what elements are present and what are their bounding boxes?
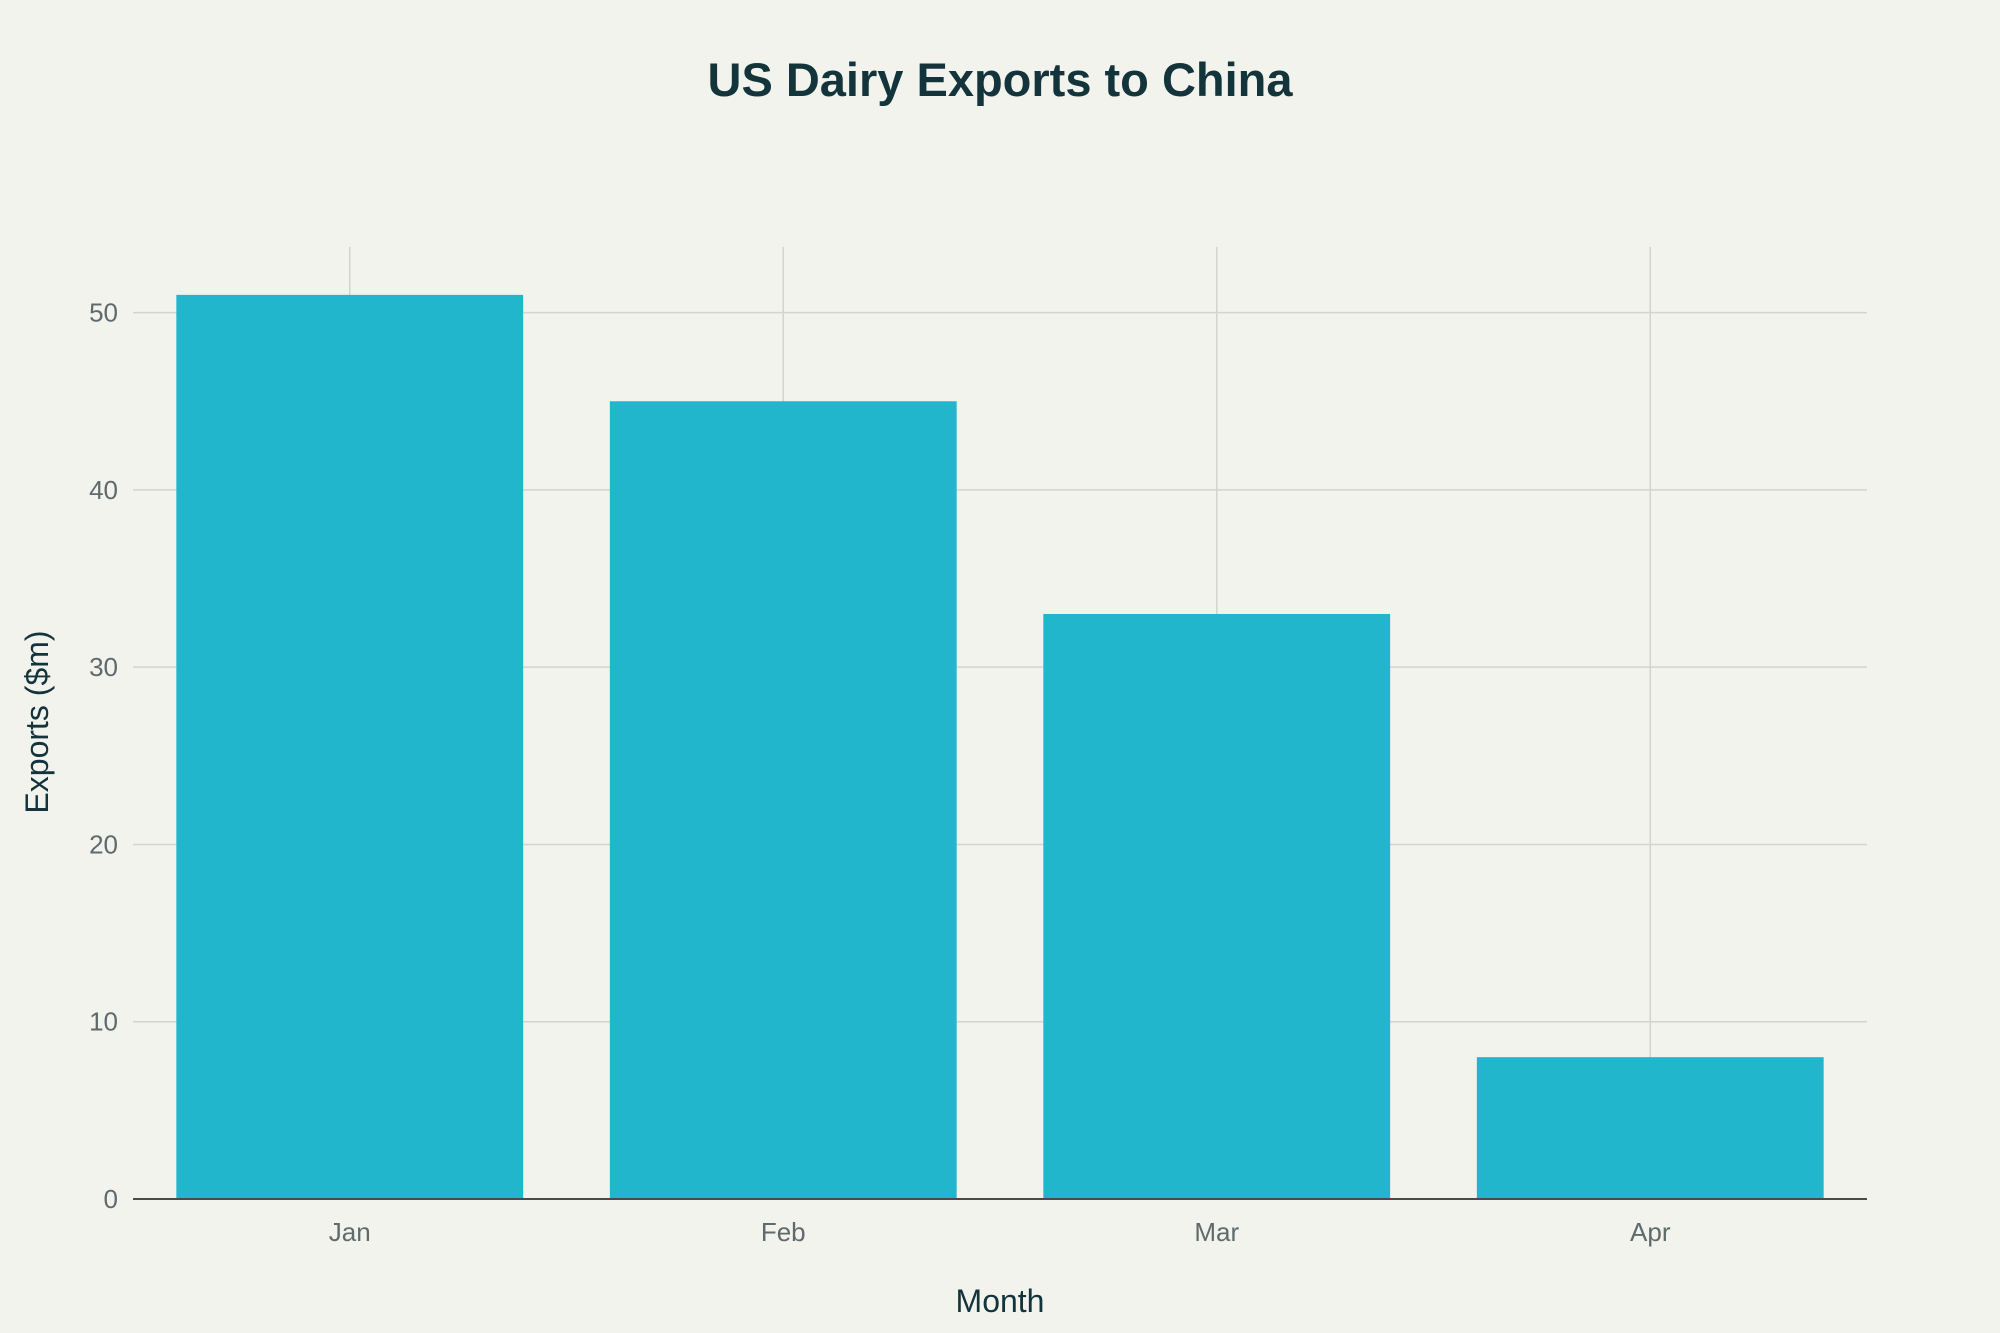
y-tick-label: 30 [89,652,118,682]
bar-apr [1476,1057,1824,1199]
bar-jan [176,294,524,1199]
y-tick-label: 0 [104,1184,118,1214]
y-axis-ticks: 0 10 20 30 40 50 [89,298,118,1214]
x-tick-label: Feb [761,1217,806,1247]
x-axis-ticks: Jan Feb Mar Apr [329,1217,1671,1247]
bar-mar [1043,613,1391,1199]
y-axis-title: Exports ($m) [19,630,55,813]
y-tick-label: 50 [89,298,118,328]
x-tick-label: Mar [1194,1217,1239,1247]
y-tick-label: 10 [89,1007,118,1037]
chart-title: US Dairy Exports to China [708,53,1294,106]
bars [176,294,1824,1200]
x-axis-title: Month [956,1283,1045,1319]
y-tick-label: 40 [89,475,118,505]
x-tick-label: Apr [1630,1217,1671,1247]
bar-feb [609,401,957,1200]
x-tick-label: Jan [329,1217,371,1247]
y-tick-label: 20 [89,829,118,859]
